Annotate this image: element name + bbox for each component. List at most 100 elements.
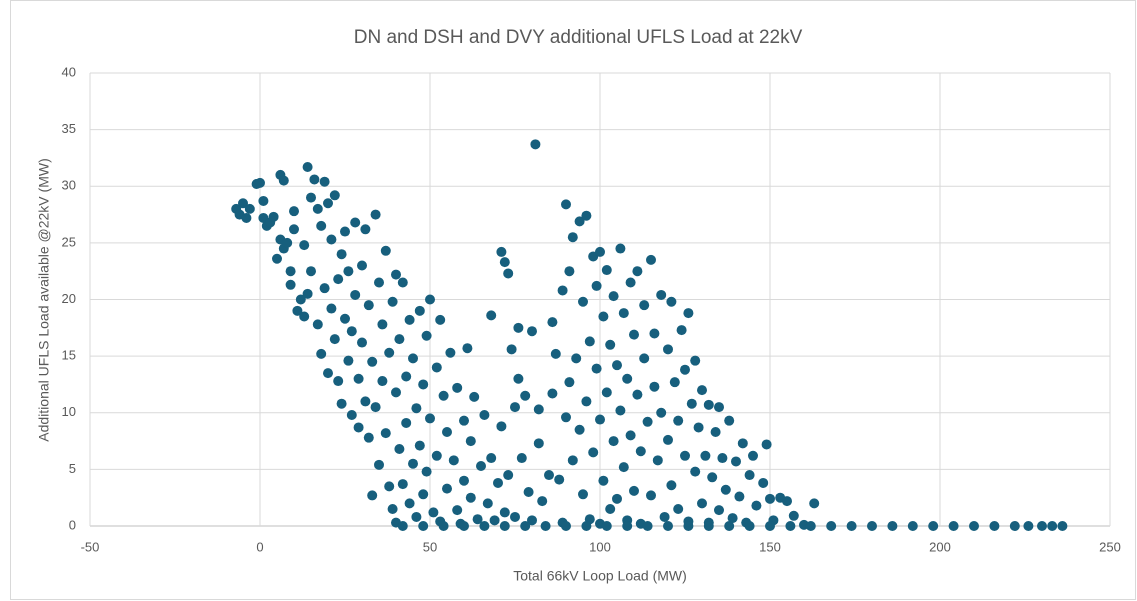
point	[612, 360, 622, 371]
point	[302, 161, 313, 172]
point	[414, 305, 425, 316]
point	[605, 504, 616, 515]
point	[394, 443, 405, 454]
point	[289, 206, 299, 217]
point	[567, 455, 578, 466]
point	[584, 336, 595, 347]
point	[642, 521, 653, 531]
point	[520, 521, 531, 531]
point	[727, 513, 738, 524]
point	[608, 291, 619, 302]
point	[479, 521, 490, 531]
point	[646, 254, 656, 265]
point	[323, 198, 333, 209]
point	[353, 422, 364, 433]
point	[516, 453, 527, 464]
point	[418, 489, 429, 500]
point	[428, 507, 439, 518]
point	[425, 294, 435, 305]
point	[346, 326, 357, 337]
point	[289, 224, 299, 235]
point	[601, 521, 612, 531]
point	[503, 268, 514, 279]
point	[652, 455, 663, 466]
point	[527, 515, 537, 526]
point	[486, 453, 497, 464]
point	[714, 402, 724, 413]
point	[384, 347, 395, 358]
point	[666, 480, 677, 491]
point	[367, 356, 378, 367]
point	[319, 176, 330, 187]
point	[1047, 521, 1058, 531]
point	[663, 344, 673, 355]
point	[387, 296, 398, 307]
point	[683, 521, 694, 531]
chart-title: DN and DSH and DVY additional UFLS Load …	[354, 27, 803, 48]
point	[255, 177, 265, 188]
point	[333, 376, 344, 387]
point	[340, 226, 350, 237]
point	[397, 479, 408, 490]
point	[673, 415, 684, 426]
point	[867, 521, 877, 531]
x-tick-label: 250	[1099, 539, 1121, 554]
point	[336, 398, 347, 409]
point	[758, 477, 769, 488]
point	[336, 249, 347, 260]
point	[411, 511, 422, 522]
point	[751, 500, 762, 511]
point	[312, 319, 323, 330]
point	[615, 243, 626, 254]
point	[499, 257, 510, 268]
y-tick-label: 40	[62, 64, 76, 79]
point	[690, 355, 701, 366]
point	[567, 232, 578, 243]
point	[326, 234, 337, 245]
point	[547, 317, 558, 328]
point	[316, 220, 327, 231]
point	[452, 382, 463, 393]
point	[350, 289, 361, 300]
point	[374, 459, 384, 470]
point	[363, 300, 374, 311]
point	[510, 511, 520, 522]
point	[632, 266, 643, 277]
point	[785, 521, 796, 531]
point	[693, 422, 704, 433]
point	[268, 211, 279, 222]
point	[581, 521, 592, 531]
y-tick-label: 10	[62, 404, 76, 419]
point	[319, 283, 330, 294]
point	[408, 458, 418, 469]
point	[547, 388, 558, 399]
point	[720, 484, 731, 495]
point	[615, 405, 626, 416]
point	[523, 487, 534, 498]
point	[462, 343, 473, 354]
point	[346, 410, 357, 421]
point	[673, 504, 684, 515]
point	[479, 410, 490, 421]
point	[486, 310, 497, 321]
point	[659, 511, 670, 522]
point	[744, 521, 755, 531]
point	[357, 260, 367, 271]
point	[340, 313, 350, 324]
point	[737, 438, 748, 449]
point	[357, 337, 367, 348]
point	[717, 453, 728, 464]
point	[656, 289, 667, 300]
point	[1009, 521, 1020, 531]
point	[278, 175, 289, 186]
point	[404, 498, 415, 509]
point	[907, 521, 918, 531]
y-tick-label: 35	[62, 121, 76, 136]
point	[299, 240, 310, 251]
point	[377, 319, 388, 330]
point	[561, 412, 571, 423]
y-tick-label: 20	[62, 291, 76, 306]
point	[765, 493, 775, 504]
point	[649, 381, 660, 392]
point	[710, 427, 721, 438]
